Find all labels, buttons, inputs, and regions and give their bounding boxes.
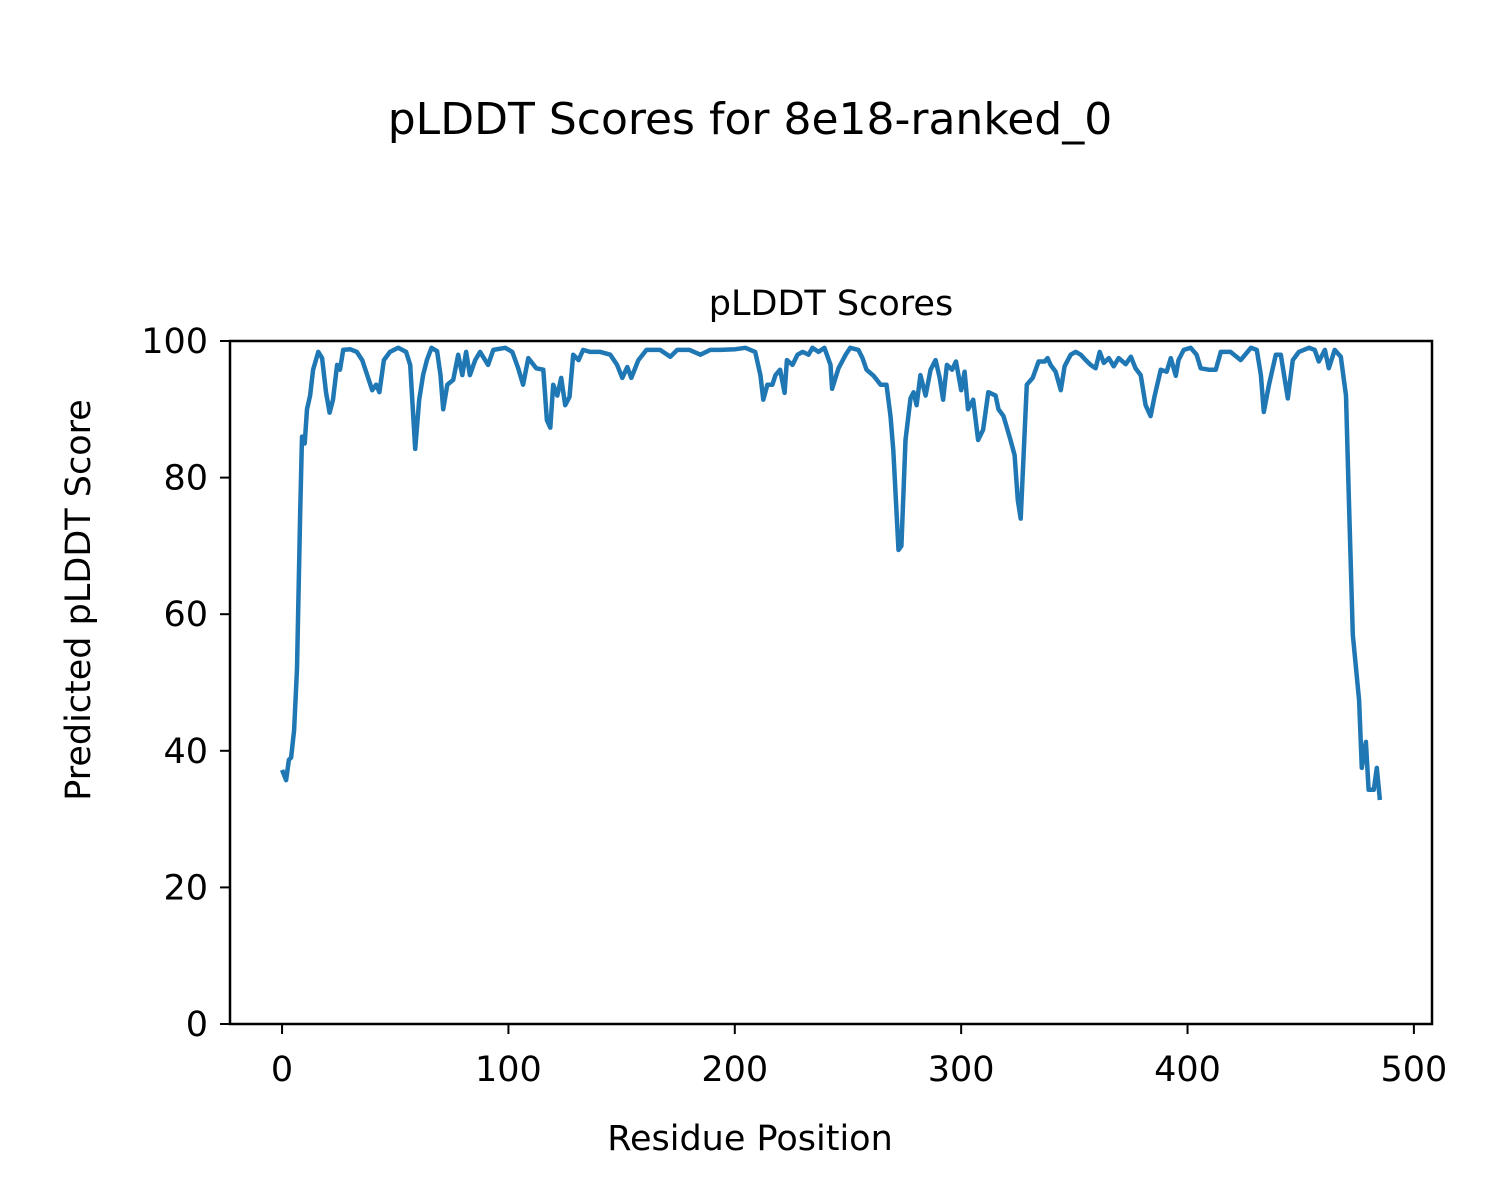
y-axis-label: Predicted pLDDT Score <box>59 399 99 801</box>
y-tick-label: 40 <box>163 732 208 772</box>
axes-frame <box>228 339 1434 1026</box>
y-tick-label: 80 <box>163 459 208 499</box>
x-axis-label: Residue Position <box>607 1119 893 1159</box>
y-tick-label: 0 <box>186 1005 208 1045</box>
x-tick-label: 500 <box>1380 1050 1447 1090</box>
x-tick-label: 100 <box>475 1050 542 1090</box>
figure-suptitle: pLDDT Scores for 8e18-ranked_0 <box>388 94 1112 145</box>
axes-title: pLDDT Scores <box>709 284 953 324</box>
x-tick-label: 400 <box>1154 1050 1221 1090</box>
x-axis: 0 100 200 300 400 500 <box>271 1024 1447 1090</box>
y-tick-label: 100 <box>141 322 208 362</box>
x-tick-label: 200 <box>701 1050 768 1090</box>
x-tick-label: 0 <box>271 1050 293 1090</box>
x-tick-label: 300 <box>928 1050 995 1090</box>
series-line-plddt <box>280 345 1383 801</box>
y-tick-label: 20 <box>163 868 208 908</box>
y-tick-label: 60 <box>163 595 208 635</box>
series-line-group <box>280 345 1383 801</box>
y-axis: 0 20 40 60 80 100 <box>141 322 230 1045</box>
